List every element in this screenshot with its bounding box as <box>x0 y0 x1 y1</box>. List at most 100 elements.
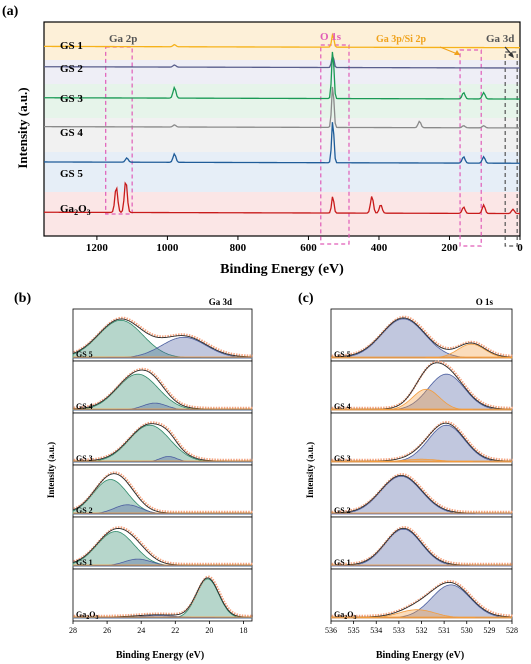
raw-data-points <box>331 525 513 566</box>
panel-a-frame <box>43 21 521 237</box>
panel-a-tick-label: 1200 <box>86 242 109 254</box>
panel-a-ylabel: Intensity (a.u.) <box>15 87 30 168</box>
panel-a-annotations: Ga 2p O 1s Ga 3p/Si 2p Ga 3d <box>109 31 514 58</box>
subpanel-gs2: GS 2 <box>72 464 253 518</box>
annotation-arrowhead-ga3d <box>508 52 514 58</box>
fit-envelope <box>72 318 252 358</box>
tick-label: 533 <box>393 626 405 635</box>
panel-c-subpanels: GS 5 GS 4 GS 3 GS 2 GS 1 Ga2O3 <box>330 308 513 622</box>
panel-c-title: O 1s <box>476 297 494 307</box>
subpanel-label: GS 1 <box>76 558 93 567</box>
annotation-ga3d: Ga 3d <box>486 33 514 45</box>
panel-a-xlabel: Binding Energy (eV) <box>220 262 344 277</box>
tick-label: 26 <box>103 626 111 635</box>
panel-b-xlabel: Binding Energy (eV) <box>116 650 204 661</box>
series-label-gs5: GS 5 <box>60 168 83 180</box>
fit-peak <box>73 504 252 515</box>
fit-peak <box>331 458 512 463</box>
spectrum-line-gs2 <box>44 52 520 69</box>
panel-a-tick-label: 800 <box>230 242 247 254</box>
highlight-box-ga2p <box>105 46 133 215</box>
panel-a-series-labels: GS 1 GS 2 GS 3 GS 4 GS 5 Ga2O3 <box>60 40 91 217</box>
panel-a-band <box>44 152 520 192</box>
panel-b-title: Ga 3d <box>209 297 232 307</box>
fit-peak <box>73 402 252 411</box>
subpanel-gs5: GS 5 <box>72 308 253 362</box>
subpanel-label: GS 1 <box>334 558 351 567</box>
tick-label: 24 <box>137 626 145 635</box>
panel-a-tick-label: 600 <box>300 242 317 254</box>
series-label-gs3: GS 3 <box>60 93 83 105</box>
fit-peak <box>73 336 253 359</box>
panel-a: (a) 1200 1000 800 600 400 200 0 GS 1 GS 2 GS 3… <box>2 4 523 277</box>
annotation-arrowhead-ga3p <box>454 50 460 55</box>
spectrum-line-gs3 <box>44 51 520 100</box>
panel-b: (b) Intensity (a.u.) Ga 3d GS 5GS 4GS 3G… <box>14 291 253 661</box>
panel-a-band <box>44 118 520 152</box>
panel-a-tick-label: 0 <box>517 242 523 254</box>
fit-peak <box>331 609 512 619</box>
subpanel-label: Ga2O3 <box>334 610 356 621</box>
panel-a-band <box>44 84 520 118</box>
tick-label: 529 <box>483 626 495 635</box>
raw-data-points <box>331 473 513 513</box>
subpanel-label: GS 2 <box>76 506 93 515</box>
series-label-gs2: GS 2 <box>60 63 83 75</box>
spectrum-line-gs5 <box>44 122 520 164</box>
highlight-box-ga3p-si2p <box>459 49 482 247</box>
tick-label: 528 <box>506 626 518 635</box>
series-label-gs1: GS 1 <box>60 40 83 52</box>
panel-b-ylabel: Intensity (a.u.) <box>46 442 56 498</box>
panel-a-tick-label: 200 <box>441 242 458 254</box>
subpanel-frame <box>72 568 253 622</box>
panel-a-tick-label: 400 <box>371 242 388 254</box>
panel-label-c: (c) <box>298 291 314 306</box>
subpanel-gs1: GS 1 <box>72 516 253 570</box>
panel-b-subpanels: GS 5 GS 4 GS 3 GS 2 GS 1 Ga2O3 <box>72 308 253 622</box>
raw-data-points <box>73 526 253 566</box>
panel-c-xlabel: Binding Energy (eV) <box>376 650 464 661</box>
tick-label: 18 <box>239 626 247 635</box>
tick-label: 535 <box>348 626 360 635</box>
panel-c-ylabel: Intensity (a.u.) <box>305 442 315 498</box>
subpanel-label: GS 4 <box>334 402 351 411</box>
subpanel-label: GS 3 <box>76 454 93 463</box>
raw-data-points <box>73 421 253 461</box>
panel-label-b: (b) <box>14 291 31 306</box>
panel-a-band <box>44 22 520 60</box>
panel-a-spectra <box>44 32 521 215</box>
subpanel-gs2: GS 2 <box>330 464 513 518</box>
spectrum-line-gs4 <box>44 86 520 129</box>
raw-data-points <box>331 580 513 618</box>
series-label-gs4: GS 4 <box>60 127 83 139</box>
subpanel-label: GS 5 <box>334 350 351 359</box>
tick-label: 536 <box>325 626 337 635</box>
panel-a-x-ticks: 1200 1000 800 600 400 200 0 <box>86 236 523 254</box>
tick-label: 20 <box>205 626 213 635</box>
subpanel-gs4: GS 4 <box>330 360 513 414</box>
tick-label: 531 <box>438 626 450 635</box>
subpanel-frame <box>72 464 253 518</box>
series-label-ga2o3: Ga2O3 <box>60 203 91 217</box>
raw-data-points <box>73 471 253 513</box>
subpanel-label: GS 4 <box>76 402 93 411</box>
raw-data-points <box>73 575 253 618</box>
subpanel-label: Ga2O3 <box>76 610 98 621</box>
subpanel-gs3: GS 3 <box>72 412 253 466</box>
tick-label: 530 <box>461 626 473 635</box>
subpanel-label: GS 2 <box>334 506 351 515</box>
fit-peak <box>330 475 512 515</box>
panel-a-band <box>44 60 520 84</box>
tick-label: 28 <box>69 626 77 635</box>
panel-label-a: (a) <box>2 4 19 19</box>
tick-label: 532 <box>416 626 428 635</box>
panel-b-x-ticks: 28 26 24 22 20 18 <box>69 621 247 635</box>
panel-a-tick-label: 1000 <box>156 242 179 254</box>
fit-peak <box>331 388 512 411</box>
panel-c: (c) Intensity (a.u.) O 1s GS 5GS 4GS 3GS… <box>298 291 518 661</box>
subpanel-label: GS 3 <box>334 454 351 463</box>
panel-a-background-bands <box>44 22 520 236</box>
annotation-ga3p-si2p: Ga 3p/Si 2p <box>376 34 426 45</box>
subpanel-ga2o3: Ga2O3 <box>330 568 513 622</box>
